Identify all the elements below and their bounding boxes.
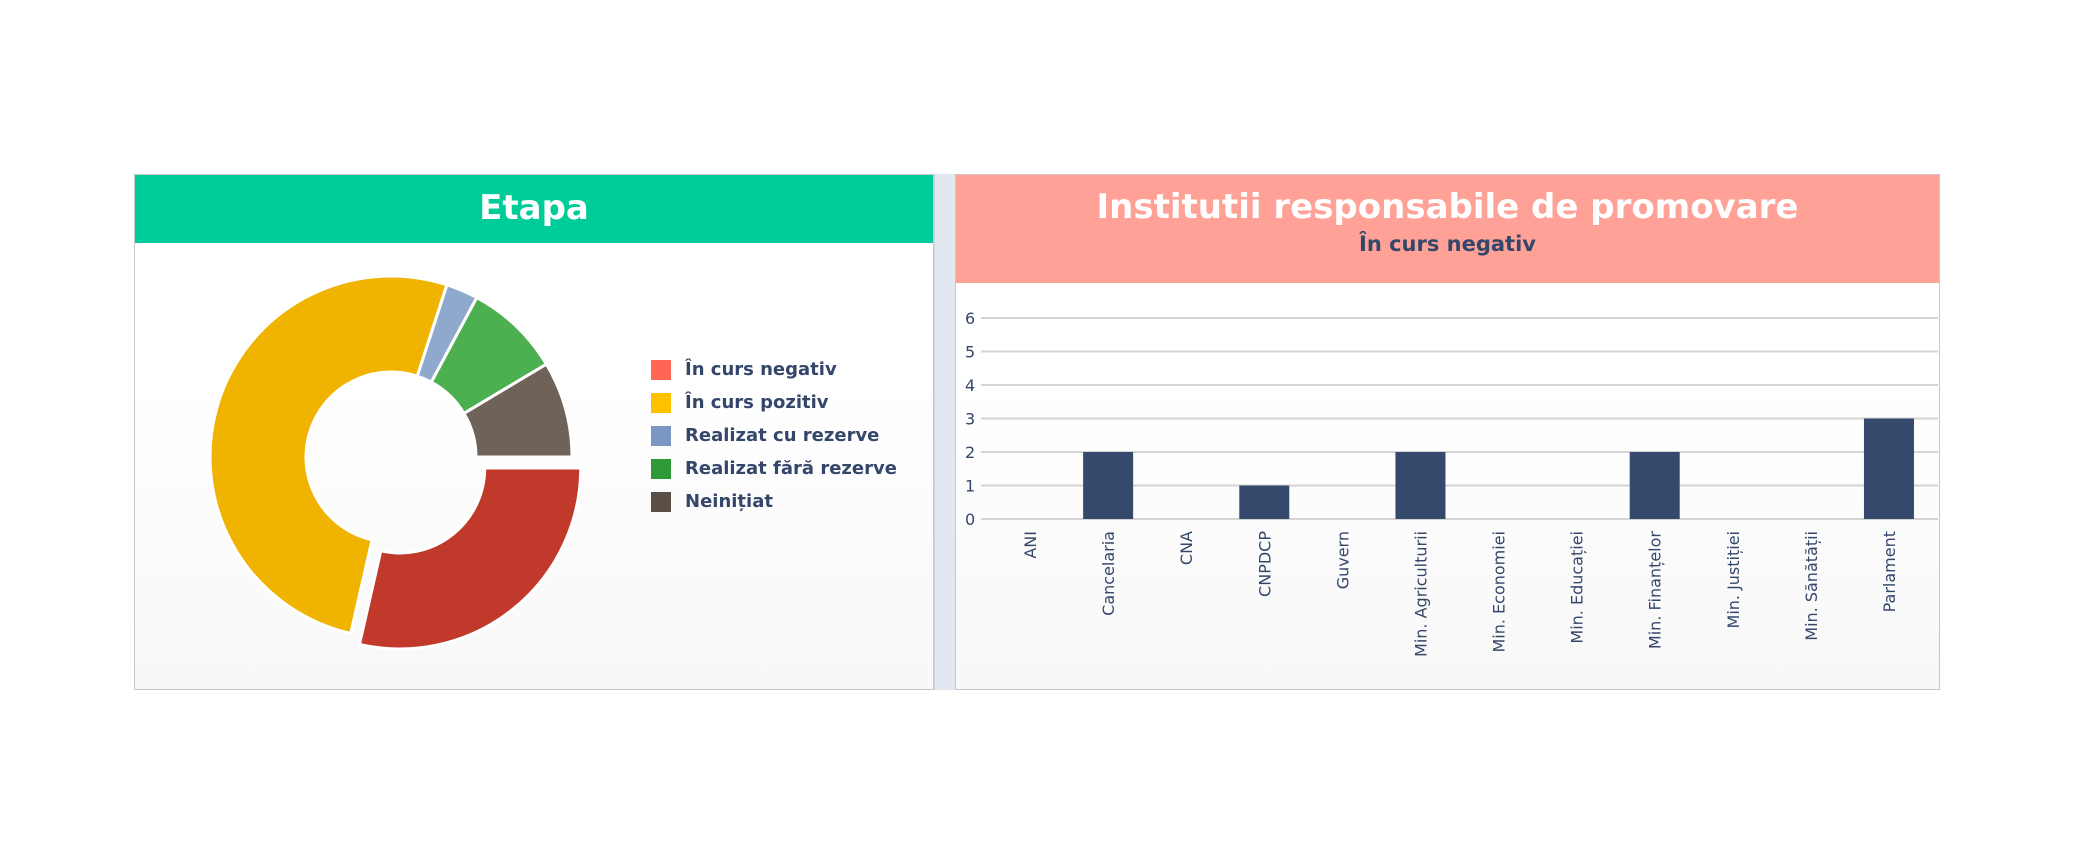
chart-header: Institutii responsabile de promovare În … (956, 175, 1939, 283)
legend-label: Realizat cu rezerve (685, 425, 880, 446)
legend-label: Realizat fără rezerve (685, 458, 897, 479)
x-tick-label: CNA (1177, 531, 1196, 565)
donut-slice[interactable] (208, 274, 449, 636)
x-tick-label: Min. Educației (1568, 531, 1587, 644)
y-tick-label: 4 (965, 376, 975, 395)
legend-item[interactable]: Neinițiat (651, 485, 897, 518)
donut-slice[interactable] (461, 362, 574, 459)
y-tick-label: 5 (965, 343, 975, 362)
legend: În curs negativ În curs pozitiv Realizat c… (651, 353, 897, 518)
institutii-panel: Institutii responsabile de promovare În … (955, 174, 1940, 690)
x-tick-label: Guvern (1333, 531, 1352, 589)
legend-swatch (651, 425, 671, 446)
bar[interactable] (1083, 452, 1134, 519)
legend-swatch (651, 359, 671, 380)
bar-chart-title: Institutii responsabile de promovare (1096, 187, 1799, 227)
legend-swatch (651, 458, 671, 479)
x-tick-label: Min. Agriculturii (1411, 531, 1430, 657)
x-tick-label: CNPDCP (1255, 531, 1274, 597)
donut-chart (208, 274, 583, 651)
legend-label: În curs pozitiv (685, 392, 829, 413)
y-tick-label: 6 (965, 309, 975, 328)
donut-slice[interactable] (357, 466, 583, 651)
bar[interactable] (1863, 418, 1914, 520)
x-tick-label: Min. Sănătății (1802, 531, 1821, 641)
bar-chart-subtitle: În curs negativ (1359, 232, 1536, 256)
bar[interactable] (1239, 485, 1290, 520)
x-tick-label: Min. Finanțelor (1646, 531, 1665, 649)
x-tick-label: Parlament (1880, 531, 1899, 612)
legend-swatch (651, 491, 671, 512)
bar[interactable] (1395, 452, 1446, 519)
legend-item[interactable]: Realizat cu rezerve (651, 419, 897, 452)
x-tick-label: Min. Economiei (1490, 531, 1509, 653)
etapa-title: Etapa (135, 175, 933, 243)
legend-item[interactable]: În curs negativ (651, 353, 897, 386)
etapa-panel: Etapa În curs negativ În curs pozitiv Real… (134, 174, 934, 690)
x-tick-label: Min. Justiției (1724, 531, 1743, 628)
y-tick-label: 0 (965, 510, 975, 529)
bar-chart: 0 1 2 3 4 5 6 ANI Cancelaria CNA CNPDCP Guvern Min. … (965, 309, 1938, 657)
legend-item[interactable]: Realizat fără rezerve (651, 452, 897, 485)
legend-label: În curs negativ (685, 359, 837, 380)
panel-splitter[interactable] (934, 174, 955, 690)
y-tick-label: 1 (965, 477, 975, 496)
y-tick-label: 3 (965, 410, 975, 429)
x-tick-label: Cancelaria (1099, 531, 1118, 616)
bar[interactable] (1629, 452, 1680, 519)
legend-swatch (651, 392, 671, 413)
y-tick-label: 2 (965, 443, 975, 462)
legend-item[interactable]: În curs pozitiv (651, 386, 897, 419)
legend-label: Neinițiat (685, 491, 773, 512)
x-tick-label: ANI (1021, 531, 1040, 559)
